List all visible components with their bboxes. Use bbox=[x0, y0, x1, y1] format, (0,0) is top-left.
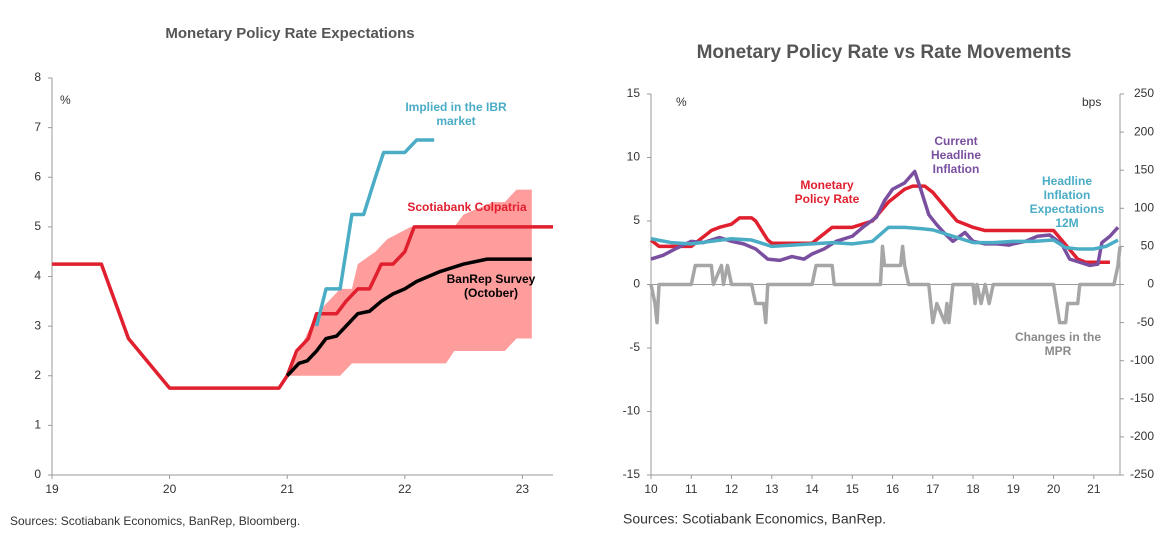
x-tick-label: 21 bbox=[1087, 482, 1101, 496]
y-tick-label: 3 bbox=[34, 318, 41, 332]
y-tick-label: 5 bbox=[34, 219, 41, 233]
x-tick-label: 14 bbox=[805, 482, 819, 496]
series-line bbox=[52, 225, 553, 390]
y-tick-label: 5 bbox=[633, 213, 640, 227]
y2-tick-label: -250 bbox=[1130, 467, 1154, 481]
series-label: BanRep Survey (October) bbox=[446, 272, 536, 300]
series-line bbox=[314, 138, 435, 327]
y-tick-label: 4 bbox=[34, 269, 41, 283]
y-tick-label: 0 bbox=[633, 277, 640, 291]
y-tick-label: -10 bbox=[623, 404, 641, 418]
x-tick-label: 23 bbox=[516, 482, 530, 496]
series-label: Scotiabank Colpatria bbox=[407, 200, 527, 214]
x-tick-label: 19 bbox=[45, 482, 59, 496]
chart-title: Monetary Policy Rate vs Rate Movements bbox=[697, 42, 1072, 63]
series-label: Monetary Policy Rate bbox=[794, 178, 860, 206]
y-tick-label: 8 bbox=[34, 70, 41, 84]
y-tick-label: -15 bbox=[623, 467, 641, 481]
y-unit: % bbox=[60, 93, 71, 107]
y-tick-label: -5 bbox=[629, 340, 640, 354]
y2-tick-label: 250 bbox=[1134, 86, 1154, 100]
x-tick-label: 20 bbox=[163, 482, 177, 496]
y-tick-label: 6 bbox=[34, 169, 41, 183]
chart-title: Monetary Policy Rate Expectations bbox=[165, 25, 414, 42]
y2-tick-label: 50 bbox=[1141, 239, 1155, 253]
y2-tick-label: 150 bbox=[1134, 162, 1154, 176]
y2-tick-label: 200 bbox=[1134, 124, 1154, 138]
y2-tick-label: -200 bbox=[1130, 429, 1154, 443]
series-label: Changes in the MPR bbox=[1014, 330, 1101, 358]
series-line bbox=[649, 244, 1122, 325]
y2-unit: bps bbox=[1082, 95, 1101, 109]
x-tick-label: 18 bbox=[966, 482, 980, 496]
y2-tick-label: -100 bbox=[1130, 353, 1154, 367]
x-tick-label: 12 bbox=[725, 482, 739, 496]
x-tick-label: 11 bbox=[685, 482, 698, 496]
series-label: Headline Inflation Expectations 12M bbox=[1029, 174, 1105, 230]
series-line bbox=[650, 225, 1119, 251]
x-tick-label: 10 bbox=[644, 482, 658, 496]
y-tick-label: 0 bbox=[34, 467, 41, 481]
source-note: Sources: Scotiabank Economics, BanRep, B… bbox=[10, 514, 300, 528]
series-line bbox=[285, 257, 532, 377]
y2-tick-label: 0 bbox=[1147, 277, 1154, 291]
range-band bbox=[287, 189, 532, 376]
y2-tick-label: -150 bbox=[1130, 391, 1154, 405]
y-tick-label: 1 bbox=[34, 418, 41, 432]
x-tick-label: 16 bbox=[886, 482, 900, 496]
x-tick-label: 17 bbox=[926, 482, 940, 496]
y-tick-label: 2 bbox=[34, 368, 41, 382]
x-tick-label: 19 bbox=[1007, 482, 1021, 496]
y2-tick-label: 100 bbox=[1134, 200, 1154, 214]
series-line bbox=[649, 184, 1110, 265]
x-tick-label: 13 bbox=[765, 482, 779, 496]
y2-tick-label: -50 bbox=[1137, 315, 1155, 329]
y-tick-label: 15 bbox=[627, 86, 641, 100]
y-unit: % bbox=[676, 95, 687, 109]
y-tick-label: 10 bbox=[627, 150, 641, 164]
y-tick-label: 7 bbox=[34, 120, 41, 134]
x-tick-label: 20 bbox=[1047, 482, 1061, 496]
source-note: Sources: Scotiabank Economics, BanRep. bbox=[623, 511, 886, 527]
x-tick-label: 21 bbox=[281, 482, 295, 496]
series-label: Current Headline Inflation bbox=[930, 134, 981, 176]
x-tick-label: 15 bbox=[846, 482, 860, 496]
series-label: Implied in the IBR market bbox=[405, 100, 507, 128]
x-tick-label: 22 bbox=[398, 482, 412, 496]
